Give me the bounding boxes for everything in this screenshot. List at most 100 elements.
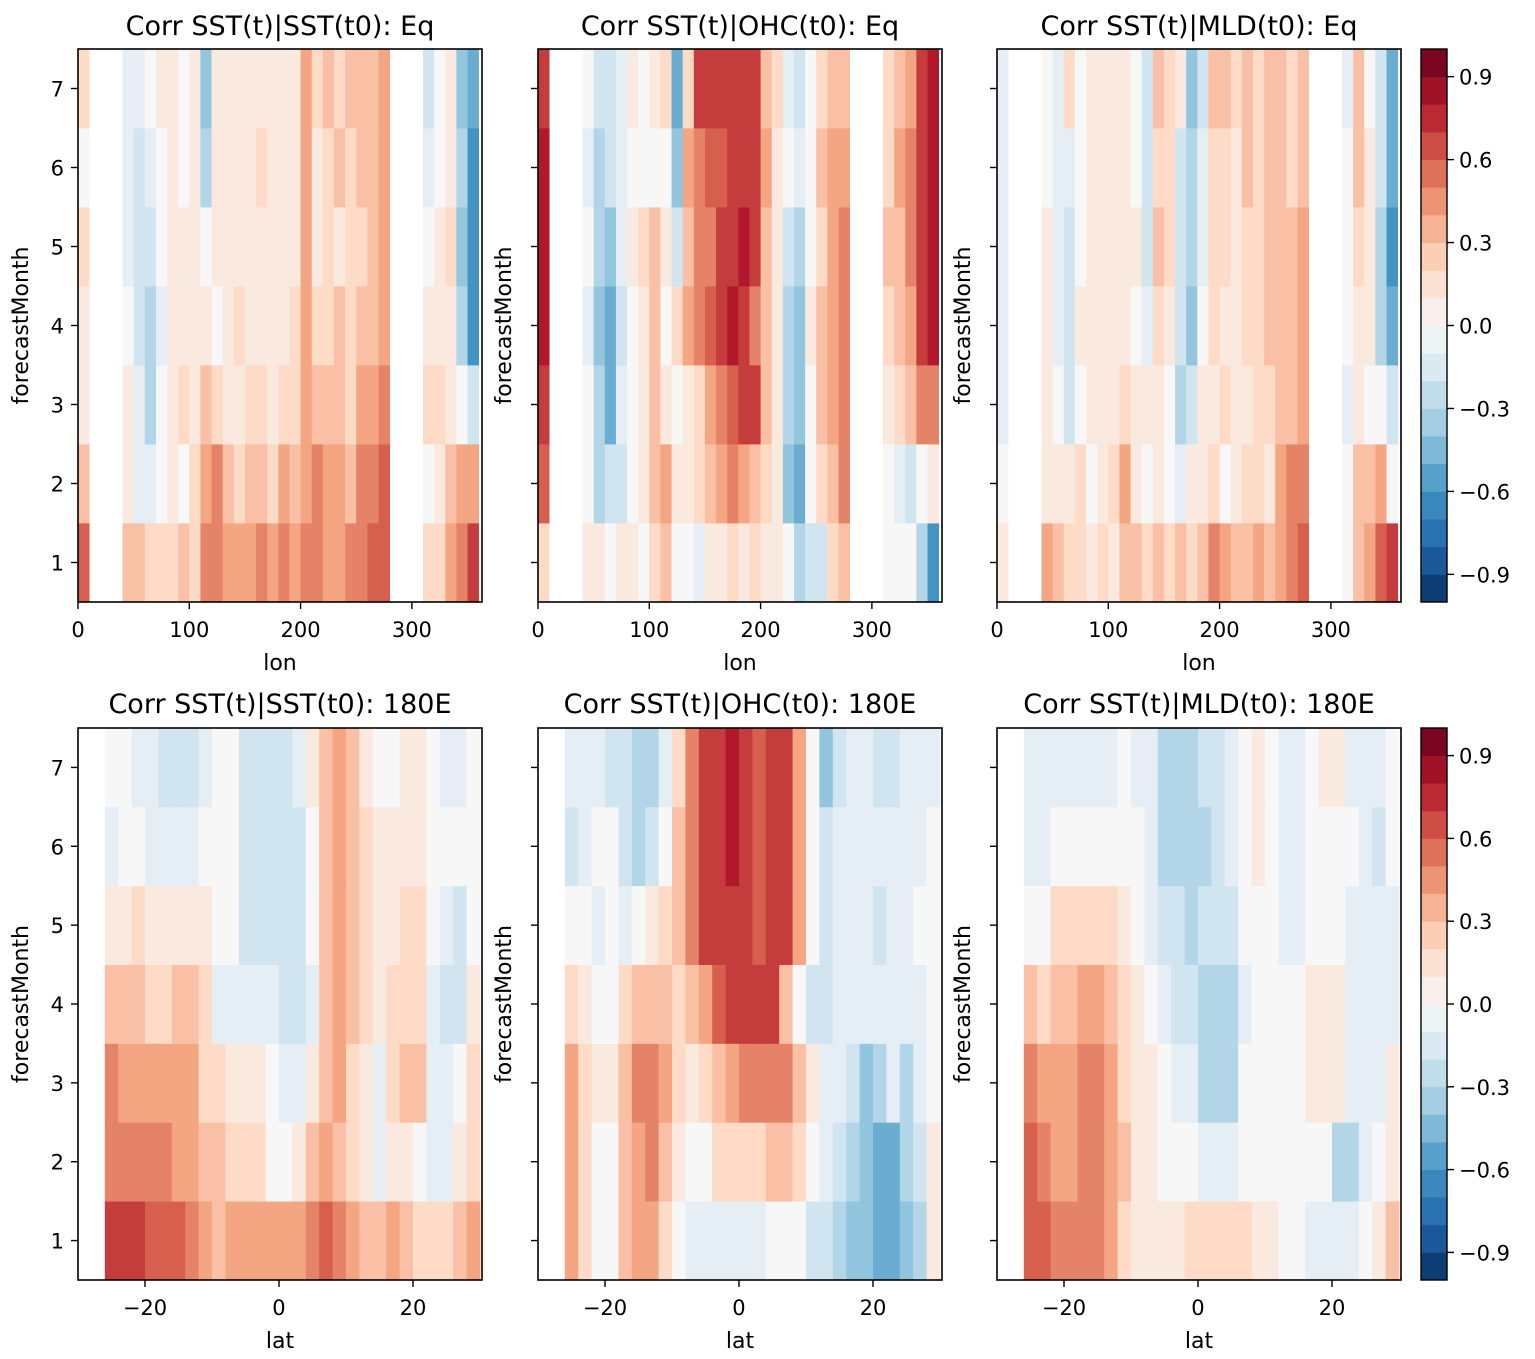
heatmap-cell xyxy=(805,128,817,208)
heatmap-cell xyxy=(1130,49,1143,129)
heatmap-cell xyxy=(1117,728,1132,808)
heatmap-cell xyxy=(716,365,728,445)
heatmap-cell xyxy=(445,444,457,524)
heatmap-cell xyxy=(1064,964,1078,1044)
heatmap-cell xyxy=(1342,207,1354,287)
x-tick-label: 0 xyxy=(531,618,544,642)
heatmap-cell xyxy=(1184,1043,1199,1123)
heatmap-cell xyxy=(1386,49,1399,129)
heatmap-cell xyxy=(279,1201,293,1281)
heatmap-cell xyxy=(1386,286,1399,366)
heatmap-cell xyxy=(685,806,700,887)
colorbar-bin xyxy=(1421,1142,1447,1170)
heatmap-cell xyxy=(1264,1043,1279,1123)
heatmap-cell xyxy=(832,1043,847,1123)
heatmap-cell xyxy=(752,728,767,808)
heatmap-cell xyxy=(816,523,828,603)
heatmap-cell xyxy=(1291,1122,1306,1202)
heatmap-cell xyxy=(212,964,226,1044)
heatmap-cell xyxy=(793,365,806,445)
heatmap-cell xyxy=(359,1122,374,1202)
heatmap-cell xyxy=(1171,1201,1185,1281)
heatmap-cell xyxy=(1104,1122,1118,1202)
heatmap-cell xyxy=(200,365,212,445)
heatmap-cell xyxy=(997,444,1009,524)
heatmap-cell xyxy=(1264,523,1276,603)
heatmap-cell xyxy=(439,728,454,808)
heatmap-cell xyxy=(267,365,279,445)
heatmap-cell xyxy=(367,207,379,287)
heatmap-cell xyxy=(638,207,650,287)
heatmap-cell xyxy=(672,964,686,1044)
heatmap-cell xyxy=(118,964,132,1044)
heatmap-cell xyxy=(345,885,360,965)
heatmap-cell xyxy=(278,286,290,366)
heatmap-cell xyxy=(345,1201,360,1281)
heatmap-cell xyxy=(1104,806,1118,887)
heatmap-cell xyxy=(267,444,279,524)
heatmap-cell xyxy=(1224,1122,1239,1202)
heatmap-cell xyxy=(779,806,793,887)
heatmap-cell xyxy=(765,964,780,1044)
heatmap-cell xyxy=(872,1122,887,1202)
heatmap-cell xyxy=(1278,1122,1293,1202)
heatmap-cell xyxy=(792,1043,807,1123)
heatmap-cell xyxy=(1050,1043,1065,1123)
heatmap-cell xyxy=(1208,207,1220,287)
heatmap-cell xyxy=(1224,1201,1239,1281)
heatmap-cell xyxy=(1131,1122,1145,1202)
heatmap-cell xyxy=(189,207,201,287)
heatmap-cell xyxy=(185,1043,199,1123)
heatmap-cell xyxy=(1144,728,1159,808)
heatmap-cell xyxy=(1141,128,1154,208)
heatmap-cell xyxy=(131,885,146,965)
heatmap-cell xyxy=(144,128,157,208)
heatmap-cell xyxy=(292,806,307,887)
heatmap-cell xyxy=(1198,1122,1212,1202)
heatmap-cell xyxy=(827,365,839,445)
heatmap-cell xyxy=(279,1122,293,1202)
heatmap-cell xyxy=(1305,728,1319,808)
x-axis-label: lon xyxy=(263,651,297,676)
heatmap-cell xyxy=(1171,1043,1185,1123)
heatmap-cell xyxy=(1186,444,1198,524)
colorbar-tick-label: 0.3 xyxy=(1459,232,1492,256)
heatmap-cell xyxy=(1252,49,1265,129)
heatmap-cell xyxy=(782,365,795,445)
heatmap-cell xyxy=(359,728,374,808)
heatmap-cell xyxy=(1275,207,1287,287)
heatmap-cell xyxy=(1211,728,1226,808)
heatmap-cell xyxy=(805,1043,820,1123)
heatmap-cell xyxy=(378,207,391,287)
heatmap-cell xyxy=(638,365,650,445)
heatmap-cell xyxy=(1230,444,1243,524)
heatmap-cell xyxy=(189,286,201,366)
heatmap-cell xyxy=(1023,728,1038,808)
heatmap-cell xyxy=(1297,365,1310,445)
heatmap-cell xyxy=(233,365,246,445)
heatmap-cell xyxy=(1186,207,1198,287)
heatmap-cell xyxy=(564,728,579,808)
heatmap-cell xyxy=(913,1043,927,1123)
heatmap-cell xyxy=(178,207,190,287)
heatmap-cell xyxy=(685,885,700,965)
heatmap-cell xyxy=(1297,128,1310,208)
heatmap-cell xyxy=(682,49,695,129)
heatmap-cell xyxy=(604,365,617,445)
heatmap-cell xyxy=(649,365,661,445)
heatmap-cell xyxy=(256,207,268,287)
heatmap-cell xyxy=(927,207,940,287)
heatmap-cell xyxy=(1086,49,1098,129)
heatmap-cell xyxy=(311,444,324,524)
heatmap-cell xyxy=(426,885,441,965)
heatmap-cell xyxy=(1175,49,1187,129)
heatmap-cell xyxy=(311,365,324,445)
heatmap-cell xyxy=(412,885,427,965)
heatmap-cell xyxy=(144,49,157,129)
heatmap-cell xyxy=(399,1201,414,1281)
heatmap-cell xyxy=(1318,885,1333,965)
heatmap-cell xyxy=(593,444,606,524)
heatmap-cell xyxy=(1050,964,1065,1044)
heatmap-cell xyxy=(1358,728,1373,808)
heatmap-cell xyxy=(899,1122,914,1202)
